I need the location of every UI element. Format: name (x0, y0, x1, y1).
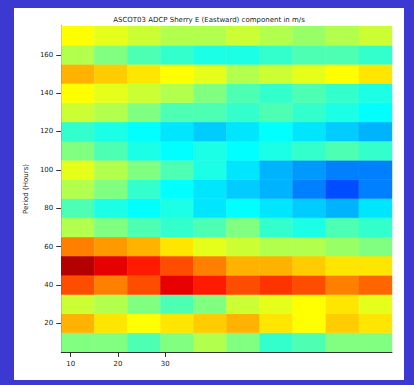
svg-text:100: 100 (40, 166, 53, 174)
svg-text:10: 10 (66, 360, 75, 368)
svg-text:140: 140 (40, 89, 53, 97)
svg-text:20: 20 (44, 319, 53, 327)
svg-text:Period (Hours): Period (Hours) (22, 164, 30, 214)
svg-text:160: 160 (40, 51, 53, 59)
svg-text:30: 30 (161, 360, 170, 368)
svg-text:80: 80 (44, 204, 53, 212)
svg-text:ASCOT03 ADCP Sherry E (Eastwar: ASCOT03 ADCP Sherry E (Eastward) compone… (113, 16, 305, 24)
svg-text:60: 60 (44, 243, 53, 251)
svg-text:120: 120 (40, 127, 53, 135)
svg-text:40: 40 (44, 281, 53, 289)
svg-text:20: 20 (113, 360, 122, 368)
